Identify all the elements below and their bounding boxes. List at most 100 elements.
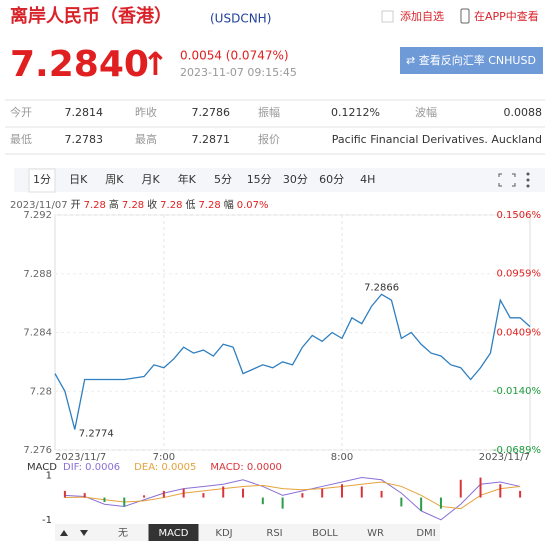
period-tab[interactable]: 周K	[105, 173, 124, 186]
macd-bar	[360, 486, 363, 498]
active-indicator	[148, 524, 199, 541]
indicator-tab[interactable]: DMI	[416, 528, 435, 539]
macd-bar	[103, 497, 106, 502]
legend-entry: DIF: 0.0006	[63, 462, 120, 473]
info-value: 7.28	[84, 200, 106, 211]
macd-bar	[202, 493, 205, 498]
open-app[interactable]: 在APP中查看	[474, 9, 539, 23]
info-label: 低	[185, 198, 195, 211]
price-arrow: ↑	[142, 45, 169, 83]
macd-tick-label: -1	[42, 515, 52, 526]
info-label: 幅	[224, 198, 234, 211]
y2-tick-label: -0.0689%	[493, 445, 541, 456]
stat-value: 0.1212%	[331, 106, 380, 119]
x-tick-label: 7:00	[153, 452, 175, 463]
indicator-tab[interactable]: WR	[367, 528, 384, 539]
period-tab[interactable]: 60分	[319, 173, 344, 186]
x-tick-label: 2023/11/7	[479, 452, 530, 463]
indicator-tab[interactable]: MACD	[159, 528, 189, 539]
info-label: 高	[109, 198, 119, 211]
reverse-button[interactable]	[400, 47, 543, 74]
macd-bar	[301, 493, 304, 498]
y2-tick-label: 0.1506%	[497, 210, 542, 221]
y-tick-label: 7.288	[23, 269, 52, 280]
macd-bar	[143, 495, 146, 498]
stat-value: 7.2814	[65, 106, 104, 119]
macd-line	[64, 477, 521, 521]
macd-bar	[340, 484, 343, 498]
stat-value: 0.0088	[504, 106, 543, 119]
quote-time: 2023-11-07 09:15:45	[180, 66, 297, 79]
price-line	[54, 293, 531, 430]
info-value: 7.28	[160, 200, 182, 211]
macd-bar	[83, 493, 86, 498]
macd-bar	[63, 490, 66, 498]
macd-bar	[459, 479, 462, 498]
macd-bar	[242, 488, 245, 498]
macd-line	[64, 481, 521, 510]
info-date: 2023/11/07	[10, 200, 68, 211]
active-tab	[28, 168, 56, 193]
indicator-tab[interactable]: BOLL	[312, 528, 338, 539]
period-tab[interactable]: 月K	[141, 173, 160, 186]
period-tab[interactable]: 年K	[178, 172, 197, 186]
x-tick-label: 8:00	[331, 452, 353, 463]
indicator-tab[interactable]: 无	[118, 528, 128, 539]
macd-bar	[222, 486, 225, 498]
x-tick-label: 2023/11/7	[55, 452, 106, 463]
macd-bar	[281, 497, 284, 509]
y-tick-label: 7.284	[23, 328, 52, 339]
macd-bar	[321, 488, 324, 498]
macd-bar	[439, 497, 442, 509]
period-bar	[14, 168, 545, 192]
info-label: 开	[71, 200, 81, 211]
stat-value: Pacific Financial Derivatives. Auckland	[332, 133, 542, 146]
macd-bar	[162, 490, 165, 498]
stat-label: 振幅	[258, 105, 280, 119]
stat-value: 7.2783	[65, 133, 104, 146]
info-value: 7.28	[198, 200, 220, 211]
y-tick-label: 7.28	[30, 386, 52, 397]
chart-icons	[498, 172, 530, 188]
period-tab[interactable]: 日K	[69, 173, 88, 186]
indicator-tab[interactable]: KDJ	[215, 528, 232, 539]
period-tab[interactable]: 30分	[283, 173, 308, 186]
info-value: 7.28	[122, 200, 144, 211]
max-label: 7.2866	[364, 282, 399, 293]
phone-icon	[460, 8, 470, 24]
reverse-button-label[interactable]: ⇄ 查看反向汇率 CNHUSD	[406, 53, 536, 67]
period-tab[interactable]: 15分	[247, 173, 272, 186]
stat-value: 7.2786	[192, 106, 231, 119]
macd-title: MACD	[27, 462, 57, 473]
down-button[interactable]	[80, 530, 88, 536]
period-tab[interactable]: 5分	[214, 173, 232, 186]
price: 7.2840	[10, 44, 149, 85]
macd-bar	[123, 497, 126, 507]
legend-entry: MACD: 0.0000	[210, 462, 282, 473]
macd-bar	[380, 490, 383, 498]
change: 0.0054 (0.0747%)	[180, 49, 289, 63]
macd-bar	[479, 477, 482, 498]
y-tick-label: 7.292	[23, 210, 52, 221]
checkbox[interactable]	[381, 10, 394, 23]
add-watchlist[interactable]: 添加自选	[400, 9, 444, 23]
min-label: 7.2774	[79, 428, 114, 439]
title: 离岸人民币（香港）	[10, 5, 172, 27]
stat-label: 今开	[10, 105, 32, 119]
macd-bar	[420, 497, 423, 511]
y2-tick-label: 0.0409%	[497, 327, 542, 338]
stat-value: 7.2871	[192, 133, 231, 146]
y-tick-label: 7.276	[23, 445, 52, 456]
indicator-tab[interactable]: RSI	[266, 528, 282, 539]
period-tab[interactable]: 1分	[33, 173, 51, 186]
y2-tick-label: 0.0959%	[497, 269, 542, 280]
period-tab[interactable]: 4H	[360, 173, 375, 186]
macd-bar	[400, 497, 403, 507]
macd-bar	[519, 490, 522, 498]
up-button[interactable]	[60, 530, 68, 536]
stat-label: 最高	[135, 132, 157, 146]
stat-label: 波幅	[415, 106, 437, 119]
macd-bar	[499, 484, 502, 498]
